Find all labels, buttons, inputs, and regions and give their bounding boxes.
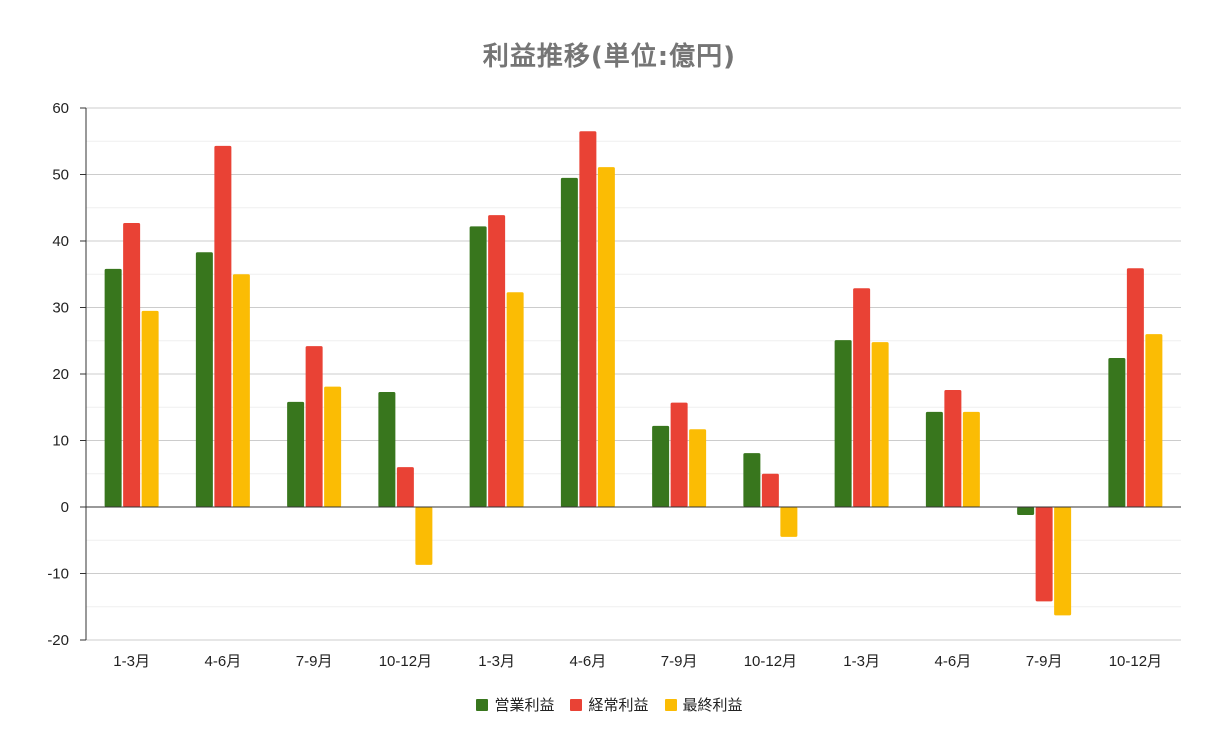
bar [743,453,761,507]
y-tick-label: 0 [61,499,69,516]
bar [1054,507,1072,616]
bar [1108,358,1126,507]
bar [324,386,342,507]
bar [232,274,250,507]
legend-swatch [570,698,583,711]
y-tick-label: 40 [52,233,69,250]
bar [488,215,506,507]
x-tick-labels: 1-3月 4-6月 7-9月 10-12月 1-3月 4-6月 7-9月 10-12月 1-3月… [113,653,1162,670]
bars [104,131,1163,616]
legend: 営業利益 経常利益 最終利益 [0,694,1219,715]
legend-label: 最終利益 [682,696,743,714]
bar [652,425,670,507]
x-tick-label: 7-9月 [1026,653,1063,670]
y-tick-label: 60 [52,100,69,117]
chart-title: 利益推移(単位:億円) [482,42,737,72]
x-tick-label: 10-12月 [744,653,797,670]
x-tick-label: 1-3月 [478,653,515,670]
legend-label: 経常利益 [588,696,649,714]
y-tick-label: 50 [52,167,69,184]
legend-item: 経常利益 [570,694,649,715]
legend-swatch [664,698,677,711]
bar [396,467,414,507]
x-tick-label: 1-3月 [113,653,150,670]
bar [378,391,396,507]
bar [214,145,232,507]
bar [925,411,943,507]
x-tick-label: 10-12月 [1109,653,1162,670]
x-tick-label: 4-6月 [570,653,607,670]
bar [579,131,597,507]
bar [853,288,871,507]
bar [305,346,323,507]
bar [670,402,688,507]
y-tick-labels: -20 -10 0 10 20 30 40 50 60 [47,100,69,649]
bar [141,310,159,507]
y-tick-label: 10 [52,433,69,450]
bar [1035,507,1053,602]
bar [469,226,487,507]
bar [834,340,852,507]
legend-swatch [476,698,489,711]
x-tick-label: 4-6月 [935,653,972,670]
bar [780,507,798,537]
bar [123,223,141,508]
y-tick-label: 20 [52,366,69,383]
bar [761,473,779,507]
x-tick-label: 4-6月 [205,653,242,670]
bar [944,389,962,507]
y-tick-label: 30 [52,300,69,317]
bar [195,252,213,507]
legend-item: 最終利益 [664,694,743,715]
grid-lines [86,107,1181,641]
bar [1017,507,1035,515]
x-tick-label: 10-12月 [379,653,432,670]
x-tick-label: 7-9月 [661,653,698,670]
y-tick-label: -10 [47,566,69,583]
bar [415,507,433,565]
bar [506,292,524,507]
x-tick-label: 7-9月 [296,653,333,670]
bar [597,167,615,507]
legend-item: 営業利益 [476,694,554,715]
bar [871,342,889,507]
bar [560,177,578,507]
x-tick-label: 1-3月 [843,653,880,670]
bar [962,411,980,507]
bar [689,429,707,507]
bar [1145,334,1163,507]
bar [104,268,122,507]
legend-label: 営業利益 [494,696,555,714]
axes [80,107,1181,641]
bar [1126,268,1144,507]
y-tick-label: -20 [47,632,69,649]
bar [287,401,305,507]
